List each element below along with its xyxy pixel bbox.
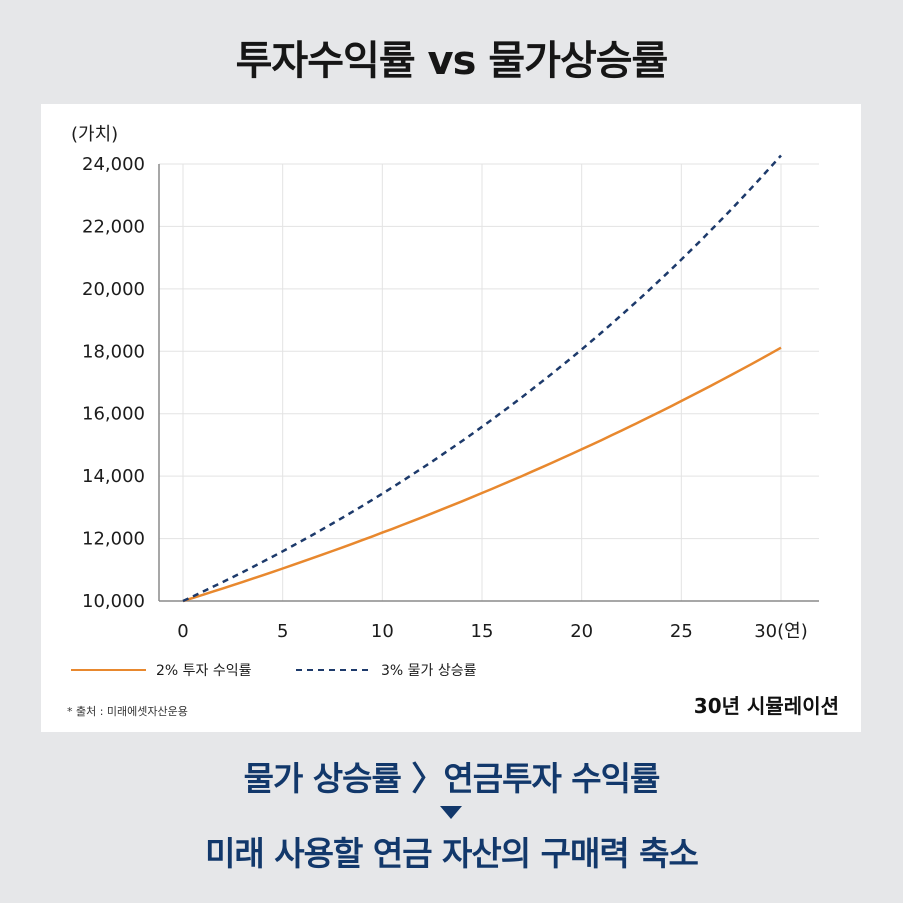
series-line-1: [182, 346, 782, 603]
series-line-2: [182, 154, 782, 603]
line-chart: 10,000 12,000 14,000 16,000 18,000 20,000 22,0…: [71, 124, 819, 679]
y-tick-label: 14,000: [82, 466, 145, 487]
y-tick-label: 10,000: [82, 591, 145, 612]
simulation-label: 30년 시뮬레이션: [693, 694, 839, 718]
y-tick-label: 12,000: [82, 529, 145, 550]
x-tick-label: 0: [177, 621, 188, 642]
y-axis-label: (가치): [71, 124, 118, 145]
conclusion-line-1: 물가 상승률 〉연금투자 수익률: [243, 759, 661, 798]
y-tick-label: 16,000: [82, 404, 145, 425]
x-tick-label: 15: [471, 621, 494, 642]
y-tick-label: 18,000: [82, 341, 145, 362]
x-tick-label: 5: [277, 621, 288, 642]
conclusion-line-2: 미래 사용할 연금 자산의 구매력 축소: [205, 834, 699, 873]
legend-label-2: 3% 물가 상승률: [381, 663, 477, 679]
x-tick-label: 20: [570, 621, 593, 642]
y-tick-label: 22,000: [82, 216, 145, 237]
legend-label-1: 2% 투자 수익률: [156, 663, 252, 679]
down-triangle-icon: [440, 806, 462, 819]
y-tick-label: 20,000: [82, 279, 145, 300]
page-title: 투자수익률 vs 물가상승률: [235, 38, 669, 84]
chart-card: 10,000 12,000 14,000 16,000 18,000 20,000 22,0…: [41, 104, 861, 732]
x-tick-label: 10: [371, 621, 394, 642]
x-tick-label: 25: [670, 621, 693, 642]
source-note: * 출처 : 미래에셋자산운용: [67, 705, 188, 718]
y-tick-label: 24,000: [82, 154, 145, 175]
x-tick-label: 30(연): [754, 621, 808, 642]
